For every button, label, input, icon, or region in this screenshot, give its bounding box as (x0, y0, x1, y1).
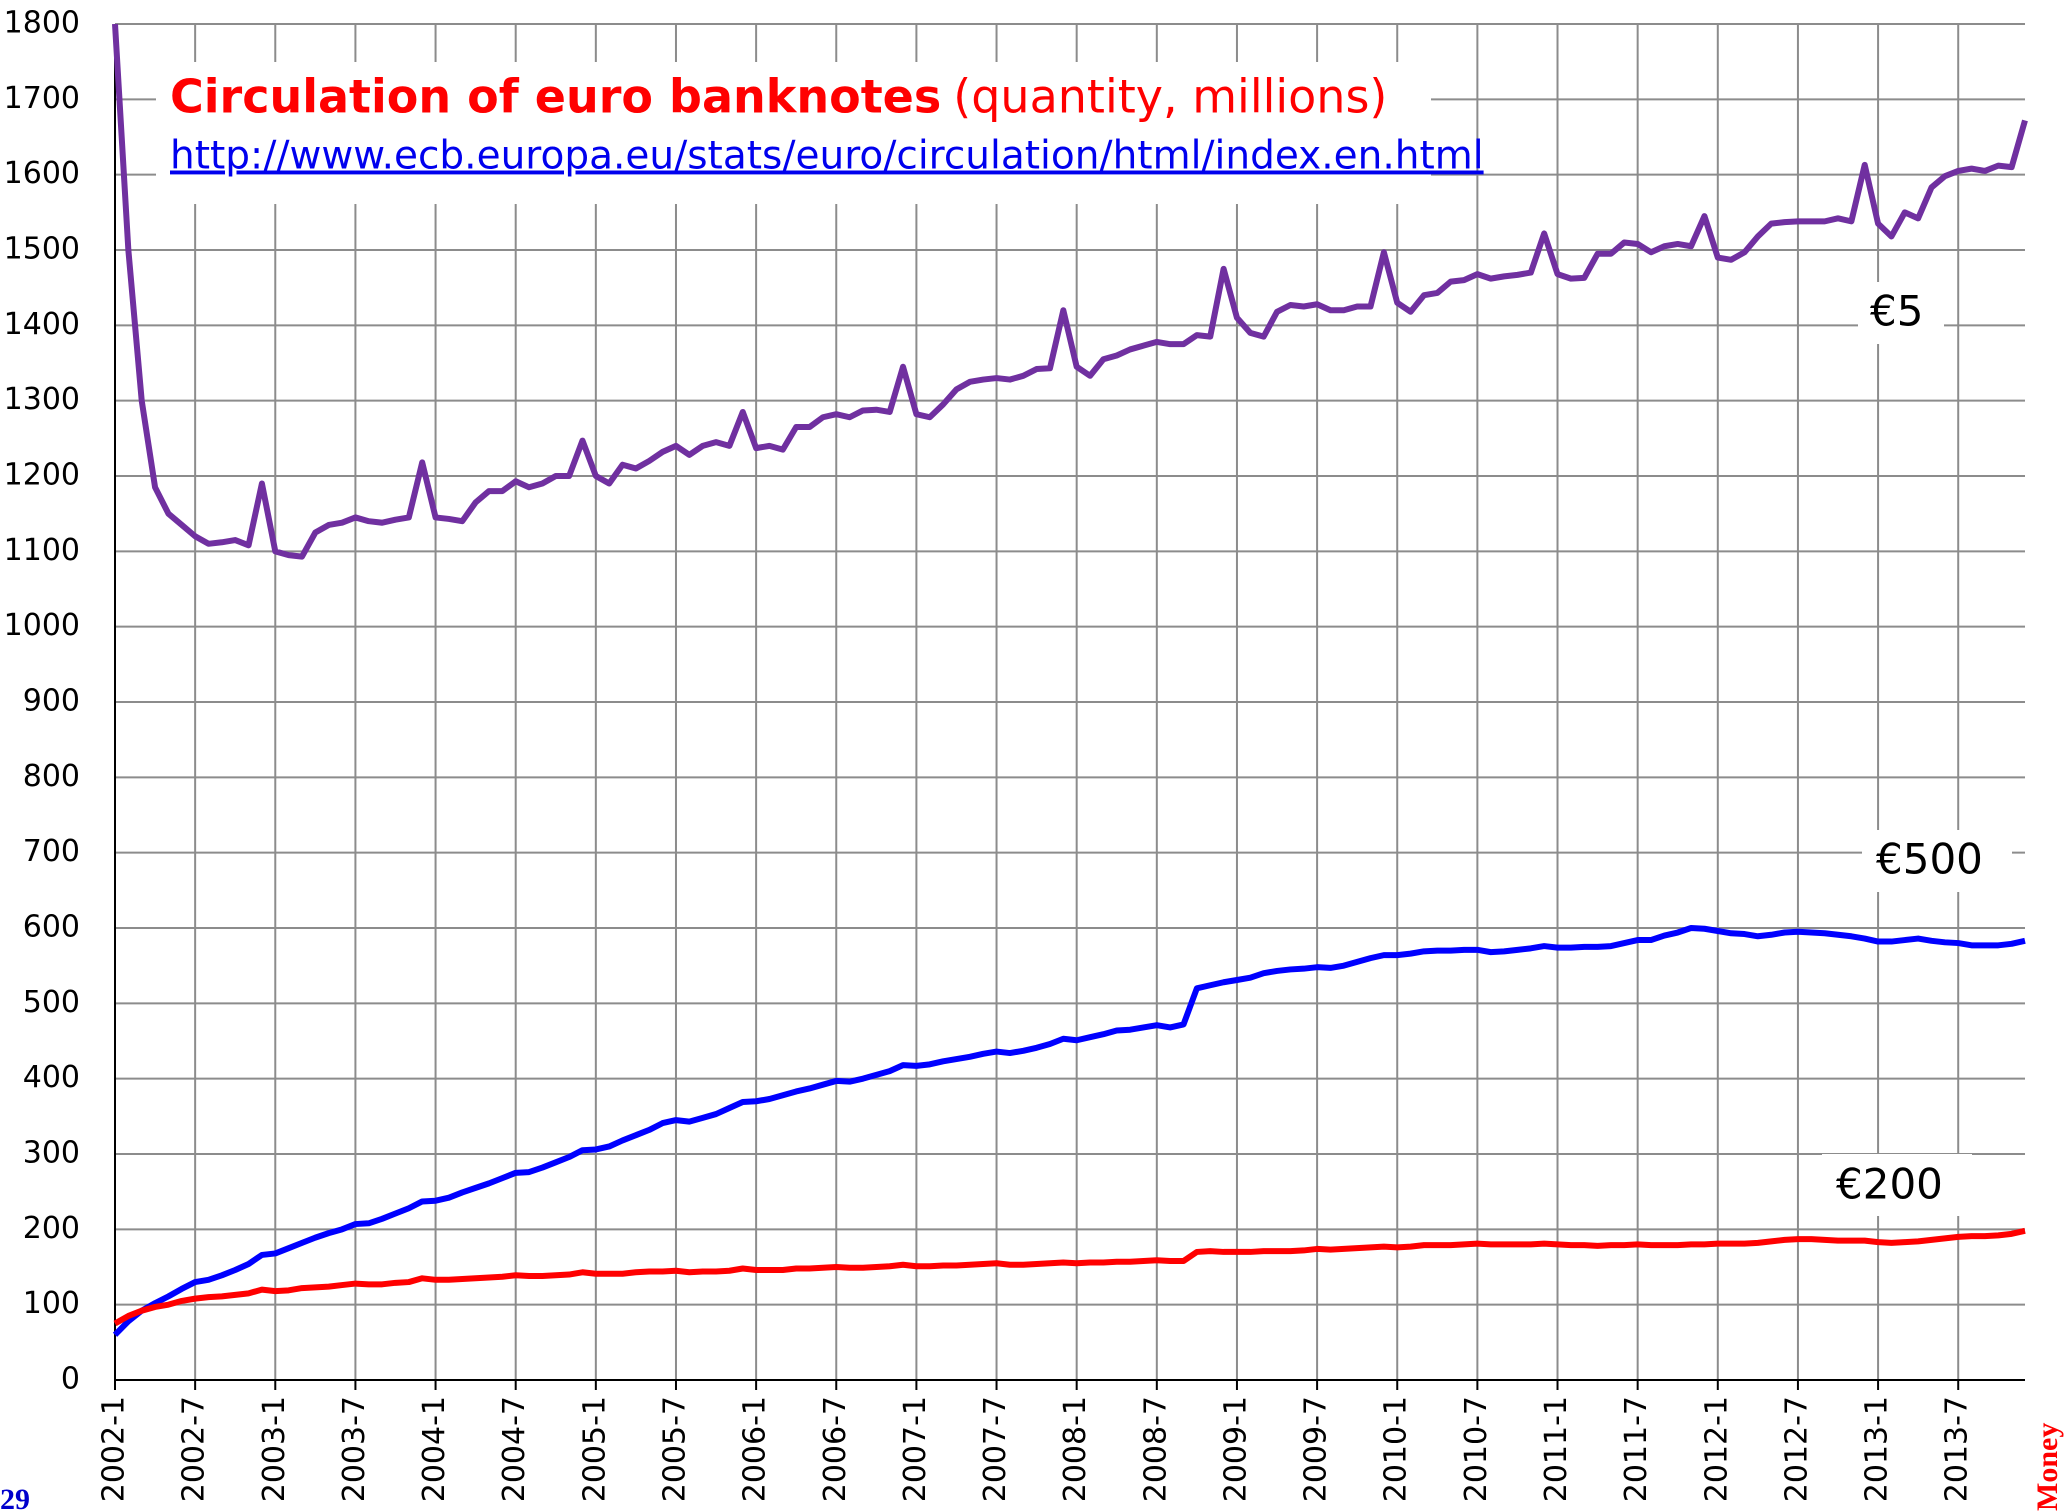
y-tick-label: 1200 (4, 458, 80, 493)
chart-title: Circulation of euro banknotes (170, 70, 941, 124)
source-link[interactable]: http://www.ecb.europa.eu/stats/euro/circ… (170, 134, 1484, 179)
y-tick-label: 400 (23, 1060, 80, 1095)
x-tick-label: 2006-1 (738, 1396, 773, 1502)
x-tick-label: 2008-1 (1058, 1396, 1093, 1502)
x-tick-label: 2002-1 (97, 1396, 132, 1502)
y-tick-label: 1300 (4, 382, 80, 417)
x-tick-label: 2013-1 (1860, 1396, 1895, 1502)
x-tick-label: 2012-1 (1699, 1396, 1734, 1502)
x-tick-label: 2005-1 (577, 1396, 612, 1502)
x-tick-label: 2010-7 (1459, 1396, 1494, 1502)
series-label: €5 (1870, 287, 1923, 336)
series-label: €200 (1836, 1160, 1943, 1209)
footer: Money (2031, 1423, 2064, 1511)
x-tick-label: 2010-1 (1379, 1396, 1414, 1502)
x-tick-label: 2005-7 (657, 1396, 692, 1502)
x-tick-label: 2007-7 (978, 1396, 1013, 1502)
x-tick-label: 2013-7 (1940, 1396, 1975, 1502)
x-tick-label: 2012-7 (1779, 1396, 1814, 1502)
x-tick-label: 2006-7 (818, 1396, 853, 1502)
x-tick-label: 2011-1 (1539, 1396, 1574, 1502)
y-tick-label: 1600 (4, 156, 80, 191)
y-tick-label: 700 (23, 834, 80, 869)
y-tick-label: 500 (23, 985, 80, 1020)
y-tick-label: 0 (61, 1362, 80, 1397)
y-tick-label: 1700 (4, 81, 80, 116)
title-box (156, 62, 1431, 204)
x-tick-label: 2008-7 (1138, 1396, 1173, 1502)
x-tick-label: 2009-7 (1299, 1396, 1334, 1502)
x-tick-label: 2007-1 (898, 1396, 933, 1502)
label-box (1862, 830, 2012, 892)
y-tick-label: 1000 (4, 608, 80, 643)
y-tick-label: 1800 (4, 6, 80, 41)
y-tick-label: 1100 (4, 533, 80, 568)
series-line (113, 1227, 2026, 1327)
x-tick-label: 2004-1 (417, 1396, 452, 1502)
chart-subtitle: (quantity, millions) (953, 70, 1387, 124)
page-number: 29 (0, 1483, 30, 1511)
series-line (112, 23, 2028, 560)
x-tick-label: 2003-7 (337, 1396, 372, 1502)
y-tick-label: 200 (23, 1211, 80, 1246)
y-tick-label: 100 (23, 1286, 80, 1321)
label-box (1858, 282, 1944, 344)
label-box (1822, 1154, 1972, 1216)
x-tick-label: 2011-7 (1619, 1396, 1654, 1502)
x-tick-label: 2002-7 (177, 1396, 212, 1502)
series-line (112, 925, 2026, 1337)
grid (114, 23, 2025, 1390)
x-tick-label: 2003-1 (257, 1396, 292, 1502)
y-tick-label: 800 (23, 759, 80, 794)
y-tick-label: 600 (23, 910, 80, 945)
y-tick-label: 1500 (4, 232, 80, 267)
x-tick-label: 2004-7 (497, 1396, 532, 1502)
lines (112, 23, 2028, 1337)
x-tick-label: 2009-1 (1218, 1396, 1253, 1502)
series-label: €500 (1876, 835, 1983, 884)
y-tick-label: 900 (23, 684, 80, 719)
y-tick-label: 300 (23, 1136, 80, 1171)
y-tick-label: 1400 (4, 307, 80, 342)
